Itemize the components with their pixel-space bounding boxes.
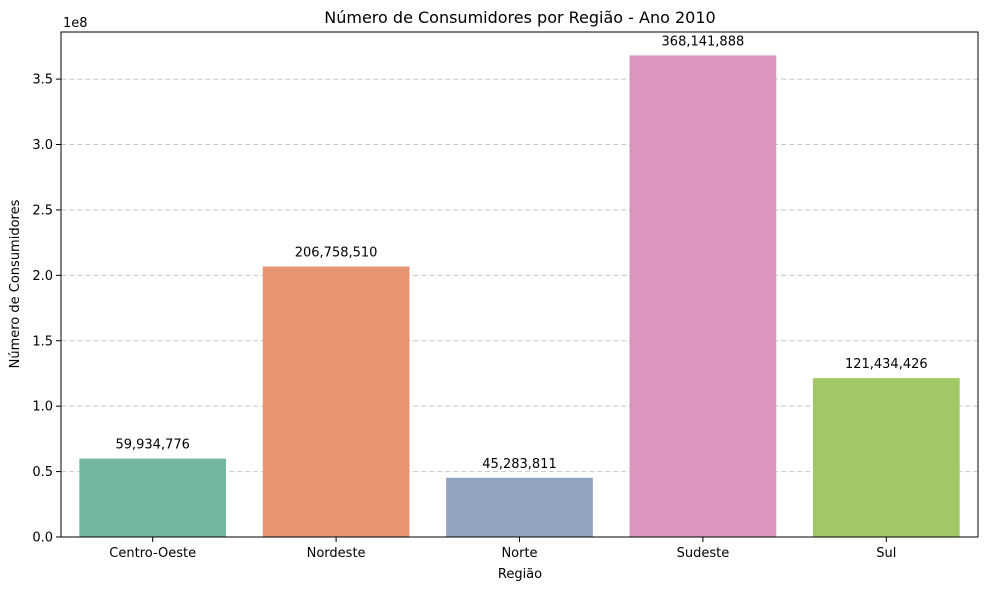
bar-norte <box>446 477 593 537</box>
bar-layer <box>79 55 960 538</box>
axis-layer: 0.0 0.5 1.0 1.5 2.0 2.5 3.0 3.5 Centro-Oeste Nord… <box>32 73 896 561</box>
chart-title: Número de Consumidores por Região - Ano … <box>324 8 715 27</box>
y-offset-label: 1e8 <box>63 16 88 31</box>
label-layer: 59,934,776 206,758,510 45,283,811 368,141,8… <box>115 34 927 471</box>
x-axis-title: Região <box>498 567 542 582</box>
y-tick-label: 2.5 <box>32 203 53 218</box>
y-tick-label: 3.0 <box>32 138 53 153</box>
y-tick-label: 0.5 <box>32 465 53 480</box>
bar-value-label: 368,141,888 <box>662 34 745 49</box>
y-axis-title: Número de Consumidores <box>8 199 23 368</box>
x-tick-label: Sudeste <box>677 546 730 561</box>
bar-sudeste <box>629 55 777 538</box>
bar-centro-oeste <box>79 458 227 537</box>
x-tick-label: Norte <box>501 546 537 561</box>
x-tick-label: Sul <box>876 546 896 561</box>
y-tick-label: 0.0 <box>32 531 53 546</box>
bar-nordeste <box>262 266 410 537</box>
y-tick-label: 1.0 <box>32 400 53 415</box>
bar-value-label: 59,934,776 <box>115 438 189 453</box>
bar-value-label: 206,758,510 <box>295 245 378 260</box>
y-tick-label: 3.5 <box>32 73 53 88</box>
bar-sul <box>812 378 960 537</box>
y-tick-label: 1.5 <box>32 334 53 349</box>
y-tick-label: 2.0 <box>32 269 53 284</box>
x-tick-label: Nordeste <box>307 546 366 561</box>
bar-value-label: 121,434,426 <box>845 357 928 372</box>
grid-layer <box>61 78 978 473</box>
x-tick-label: Centro-Oeste <box>109 546 196 561</box>
bar-value-label: 45,283,811 <box>482 457 556 472</box>
